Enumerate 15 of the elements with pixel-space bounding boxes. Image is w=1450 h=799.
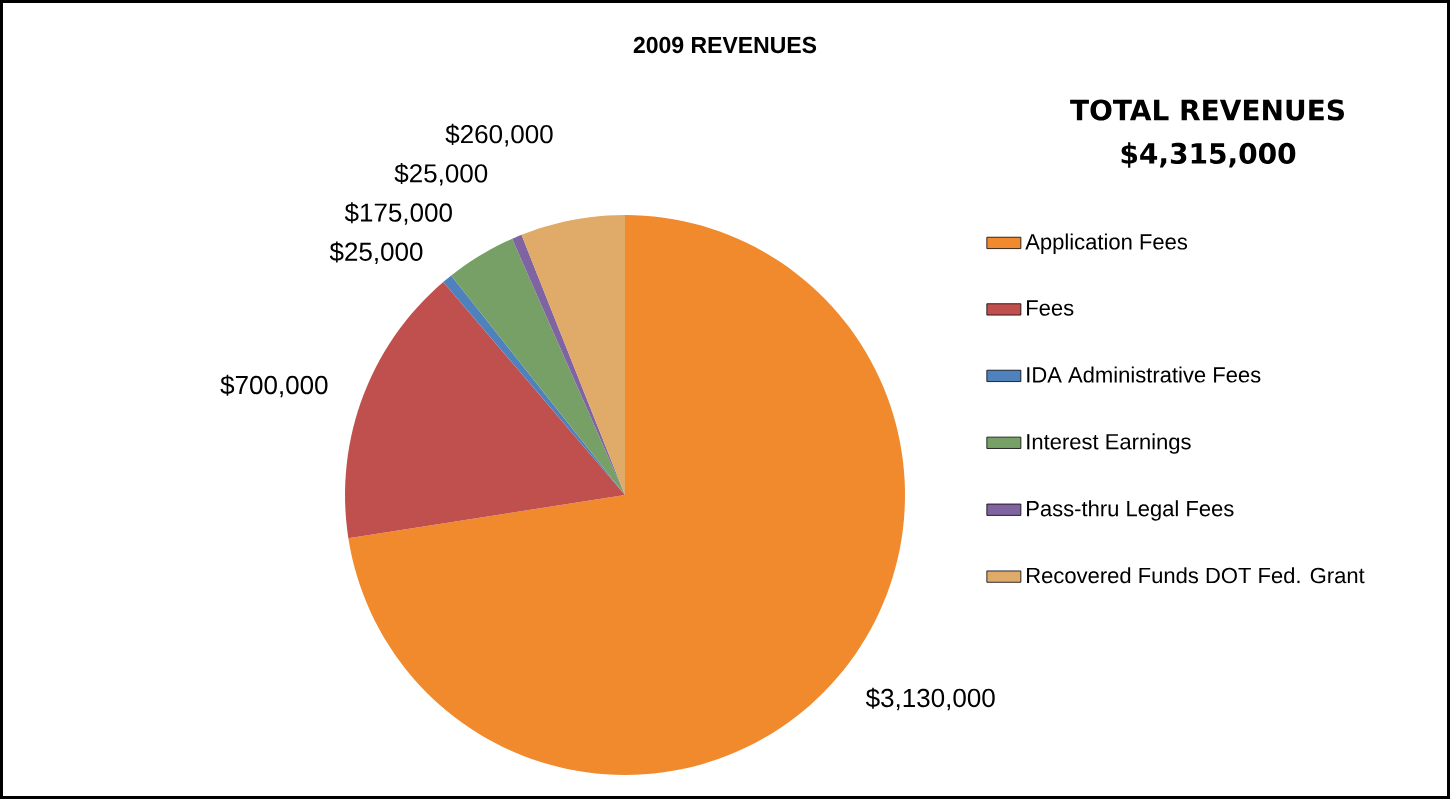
data-label: $25,000	[329, 241, 423, 265]
legend-label: Fees	[1027, 300, 1074, 316]
data-label: $25,000	[394, 163, 488, 186]
legend-label: Interest Earnings	[1027, 433, 1191, 454]
legend-label: Pass-thru Legal Fees	[1027, 500, 1234, 521]
text: $4,315,000	[1121, 142, 1296, 168]
data-label: $700,000	[220, 374, 328, 398]
data-label: $260,000	[445, 123, 553, 147]
legend-label: Recovered Funds DOT Fed. Grant	[1027, 567, 1365, 584]
chart-title: 2009 REVENUES	[633, 36, 817, 54]
legend-label: Application Fees	[1025, 233, 1188, 254]
data-label: $175,000	[344, 202, 452, 225]
data-label: $3,130,000	[865, 687, 995, 711]
legend-label: IDA Administrative Fees	[1027, 366, 1261, 383]
text: TOTAL REVENUES	[1070, 99, 1344, 121]
